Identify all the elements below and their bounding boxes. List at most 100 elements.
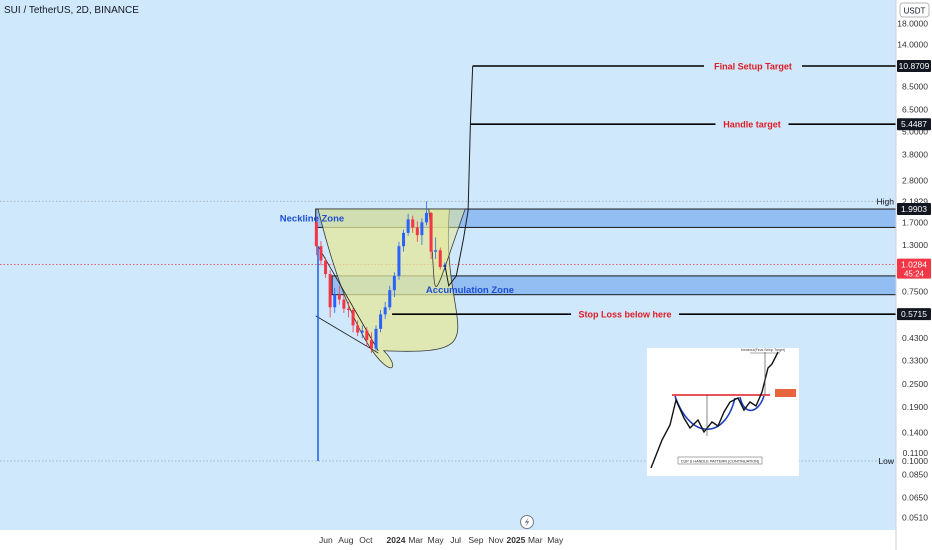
price-badge[interactable]: [897, 60, 931, 72]
candle-body[interactable]: [351, 310, 355, 326]
y-tick-label: 1.3000: [902, 240, 928, 250]
inset-title: CUP & HANDLE PATTERN (CONTINUATION): [681, 460, 760, 464]
time-axis-panel[interactable]: [0, 530, 896, 550]
y-tick-label: 0.1900: [902, 402, 928, 412]
candle-body[interactable]: [392, 275, 396, 291]
time-axis-labels: Jun Aug Oct 2024 Mar May Jul Sep Nov 2025 Mar May: [319, 535, 564, 545]
inset-badge: [775, 389, 796, 397]
candle-body[interactable]: [374, 328, 378, 349]
inset-illustration: breakout(Final Setup Target) CUP & HANDLE…: [647, 348, 799, 476]
y-tick-label: 0.7500: [902, 286, 928, 296]
y-tick-label: 2.8000: [902, 175, 928, 185]
candle-body[interactable]: [379, 314, 383, 329]
x-tick-label: May: [428, 535, 445, 545]
x-tick-label: Jul: [450, 535, 461, 545]
y-tick-label: 3.8000: [902, 150, 928, 160]
candle-body[interactable]: [411, 219, 415, 228]
y-tick-label: 2.1829: [902, 196, 928, 206]
candle-body[interactable]: [415, 227, 419, 236]
y-tick-label: 1.7000: [902, 217, 928, 227]
cup-shape[interactable]: [317, 208, 459, 369]
candle-body[interactable]: [383, 307, 387, 315]
x-tick-label: 2024: [387, 535, 406, 545]
inset-price-path: [650, 351, 779, 469]
x-tick-label: Jun: [319, 535, 333, 545]
candle-body[interactable]: [406, 219, 410, 233]
accumulation-zone-label: Accumulation Zone: [426, 285, 514, 296]
candle-body[interactable]: [342, 299, 346, 309]
candle-body[interactable]: [365, 330, 369, 341]
y-tick-label: 0.1100: [903, 448, 929, 458]
candle-body[interactable]: [434, 250, 438, 252]
annotation-label: Final Setup Target: [714, 62, 792, 72]
candle-body[interactable]: [337, 294, 341, 300]
candle-body[interactable]: [319, 246, 323, 261]
candle-body[interactable]: [424, 212, 428, 223]
price-badge[interactable]: [897, 308, 931, 321]
candle-body[interactable]: [360, 330, 364, 333]
currency-button[interactable]: [899, 2, 930, 18]
annotation-label-bg: [704, 60, 802, 72]
candle-body[interactable]: [333, 294, 337, 308]
annotation-label-bg: [715, 118, 789, 131]
y-tick-label: 0.0510: [902, 513, 928, 523]
x-tick-label: Sep: [468, 535, 483, 545]
candle-body[interactable]: [429, 212, 433, 252]
annotation-label: Stop Loss below here: [578, 310, 671, 320]
annotation-label: Handle target: [723, 120, 781, 130]
y-tick-label: 0.1400: [902, 428, 928, 438]
overlay-lines: Final Setup Target Handle target Stop Loss…: [280, 60, 896, 321]
extreme-label: High: [877, 196, 895, 206]
candle-body[interactable]: [369, 340, 373, 349]
candle-body[interactable]: [402, 232, 406, 247]
candle-body[interactable]: [314, 222, 318, 247]
x-tick-label: Mar: [528, 535, 543, 545]
chart-title: SUI / TetherUS, 2D, BINANCE: [4, 5, 139, 16]
candlesticks: [314, 201, 447, 354]
price-badge-label: 10.8709: [899, 61, 930, 71]
candle-body[interactable]: [324, 260, 328, 275]
x-tick-label: May: [547, 535, 564, 545]
x-tick-label: Aug: [338, 535, 353, 545]
inset-panel: [647, 348, 799, 476]
wedge-lower-line[interactable]: [315, 315, 379, 354]
y-tick-label: 6.5000: [902, 104, 928, 114]
currency-label: USDT: [904, 7, 926, 16]
annotation-label-bg: [571, 308, 679, 321]
price-badge-label: 5.4487: [901, 119, 927, 129]
y-tick-label: 0.4300: [902, 333, 928, 343]
price-badge[interactable]: [897, 203, 931, 216]
price-badge[interactable]: [897, 258, 931, 279]
price-badge[interactable]: [897, 118, 931, 131]
price-badge-label: 1.9903: [901, 204, 927, 214]
y-tick-label: 8.5000: [902, 82, 928, 92]
candle-body[interactable]: [346, 308, 350, 311]
y-tick-label: 18.0000: [897, 19, 928, 29]
candle-body[interactable]: [356, 325, 360, 333]
y-tick-label: 14.0000: [897, 40, 928, 50]
x-tick-label: Nov: [488, 535, 504, 545]
candle-body[interactable]: [438, 250, 442, 268]
candle-body[interactable]: [328, 274, 332, 308]
extreme-label: Low: [878, 456, 894, 466]
inset-target-label: breakout(Final Setup Target): [741, 348, 785, 352]
y-tick-label: 0.1000: [902, 456, 928, 466]
candle-body[interactable]: [420, 222, 424, 236]
y-tick-label: 0.2500: [902, 379, 928, 389]
price-badge-label: 1.0284: [901, 260, 927, 270]
x-tick-label: Mar: [408, 535, 423, 545]
y-tick-label: 0.3300: [902, 355, 928, 365]
replay-icon[interactable]: [520, 515, 534, 529]
candle-body[interactable]: [397, 246, 401, 276]
x-tick-label: 2025: [506, 535, 525, 545]
pattern-drawings: [315, 208, 466, 461]
y-tick-label: 5.0000: [902, 126, 928, 136]
inset-handle-curve: [739, 395, 765, 412]
price-badge-countdown: 45:24: [904, 270, 925, 279]
candle-body[interactable]: [388, 290, 392, 308]
y-tick-label: 0.0650: [902, 492, 928, 502]
price-badge-label: 0.5715: [901, 309, 927, 319]
